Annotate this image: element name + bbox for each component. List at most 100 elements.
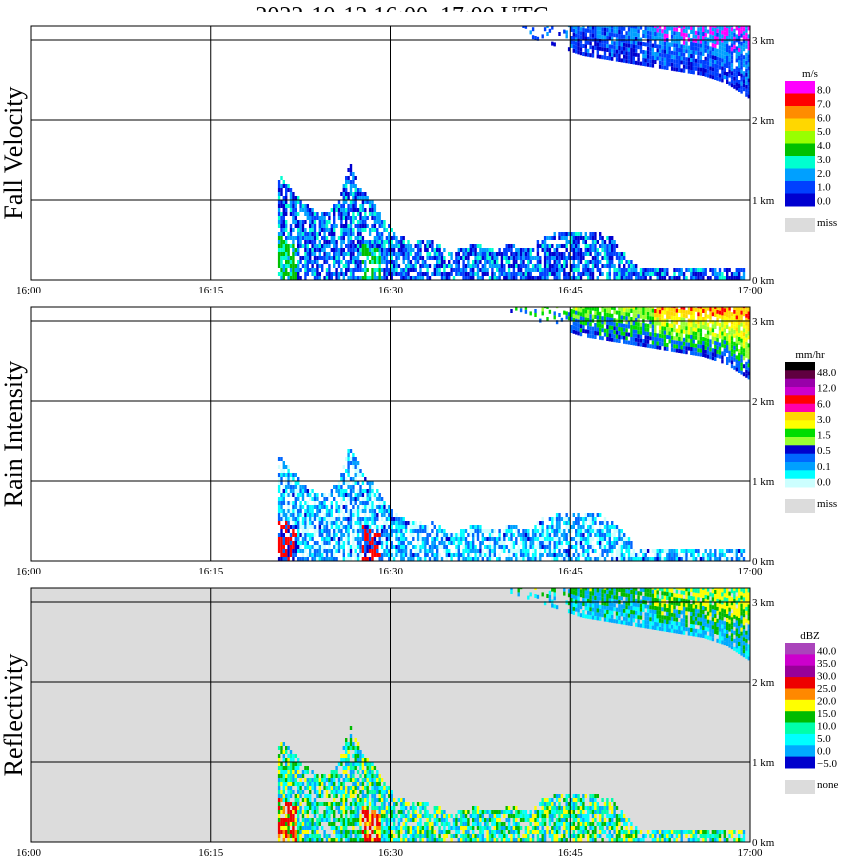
echo-cell [474,260,477,264]
echo-cell [603,549,607,553]
echo-cell [666,42,669,46]
echo-cell [280,260,283,264]
colorbar-swatch [785,181,815,194]
echo-cell [682,68,686,73]
echo-cell [337,521,341,525]
echo-cell [613,545,616,549]
echo-cell [292,256,295,260]
echo-cell [623,335,626,340]
echo-cell [289,477,293,481]
echo-cell [738,276,741,280]
echo-cell [289,192,293,196]
echo-cell [603,316,607,321]
echo-cell [639,310,643,315]
echo-cell [658,337,662,342]
echo-cell [599,545,602,549]
echo-cell [507,533,511,537]
echo-cell [728,334,731,339]
echo-cell [342,517,345,521]
echo-cell [301,204,305,208]
echo-cell [711,59,715,64]
echo-cell [658,32,662,37]
echo-cell [491,276,494,280]
echo-cell [337,485,341,489]
echo-cell [438,545,441,549]
echo-cell [587,545,590,549]
echo-cell [577,529,580,533]
echo-cell [553,276,556,280]
echo-cell [359,244,362,248]
echo-cell [395,252,398,256]
echo-cell [745,76,748,81]
echo-cell [694,66,698,71]
echo-cell [654,317,657,321]
echo-cell [414,244,417,248]
echo-cell [551,244,554,248]
echo-cell [687,322,691,327]
echo-cell [694,327,698,332]
echo-cell [601,27,604,32]
echo-cell [512,264,516,268]
echo-cell [390,272,393,276]
echo-cell [385,513,389,517]
echo-cell [575,25,578,30]
echo-cell [484,272,487,276]
echo-cell [711,312,715,317]
echo-cell [469,252,472,256]
echo-cell [426,529,429,533]
echo-cell [335,268,338,272]
echo-cell [500,541,504,545]
echo-cell [551,537,554,541]
echo-cell [330,549,333,553]
echo-cell [745,28,748,33]
echo-cell [395,549,398,553]
echo-cell [706,314,710,319]
echo-cell [613,252,616,256]
echo-cell [440,256,444,260]
echo-cell [333,248,336,252]
echo-cell [680,329,683,334]
echo-cell [670,276,674,280]
echo-cell [656,56,659,61]
echo-cell [359,232,362,236]
echo-cell [452,533,456,537]
echo-cell [642,331,645,335]
echo-cell [512,276,516,280]
echo-cell [318,521,321,525]
echo-cell [728,330,731,335]
echo-cell [704,337,707,342]
echo-cell [637,322,640,327]
echo-cell [356,268,360,272]
echo-cell [685,29,688,34]
echo-cell [467,557,470,561]
echo-cell [656,345,659,350]
echo-cell [301,517,305,521]
echo-cell [723,47,726,52]
echo-cell [340,260,343,264]
echo-cell [340,497,343,501]
echo-cell [618,331,621,335]
echo-cell [325,260,329,264]
echo-cell [330,224,333,228]
echo-cell [539,268,542,272]
echo-cell [615,29,619,34]
echo-cell [345,224,348,228]
echo-cell [524,272,528,276]
echo-cell [297,252,300,256]
echo-cell [637,33,640,38]
echo-cell [560,264,564,268]
echo-cell [673,276,676,280]
echo-cell [579,328,583,333]
echo-cell [316,557,319,561]
echo-cell [670,34,674,39]
echo-cell [726,72,729,76]
echo-cell [625,47,628,52]
echo-cell [354,513,357,517]
echo-cell [599,268,602,272]
echo-cell [294,521,297,525]
echo-cell [414,529,417,533]
echo-cell [682,337,686,342]
echo-cell [503,248,506,252]
echo-cell [623,54,626,59]
echo-cell [606,264,609,268]
